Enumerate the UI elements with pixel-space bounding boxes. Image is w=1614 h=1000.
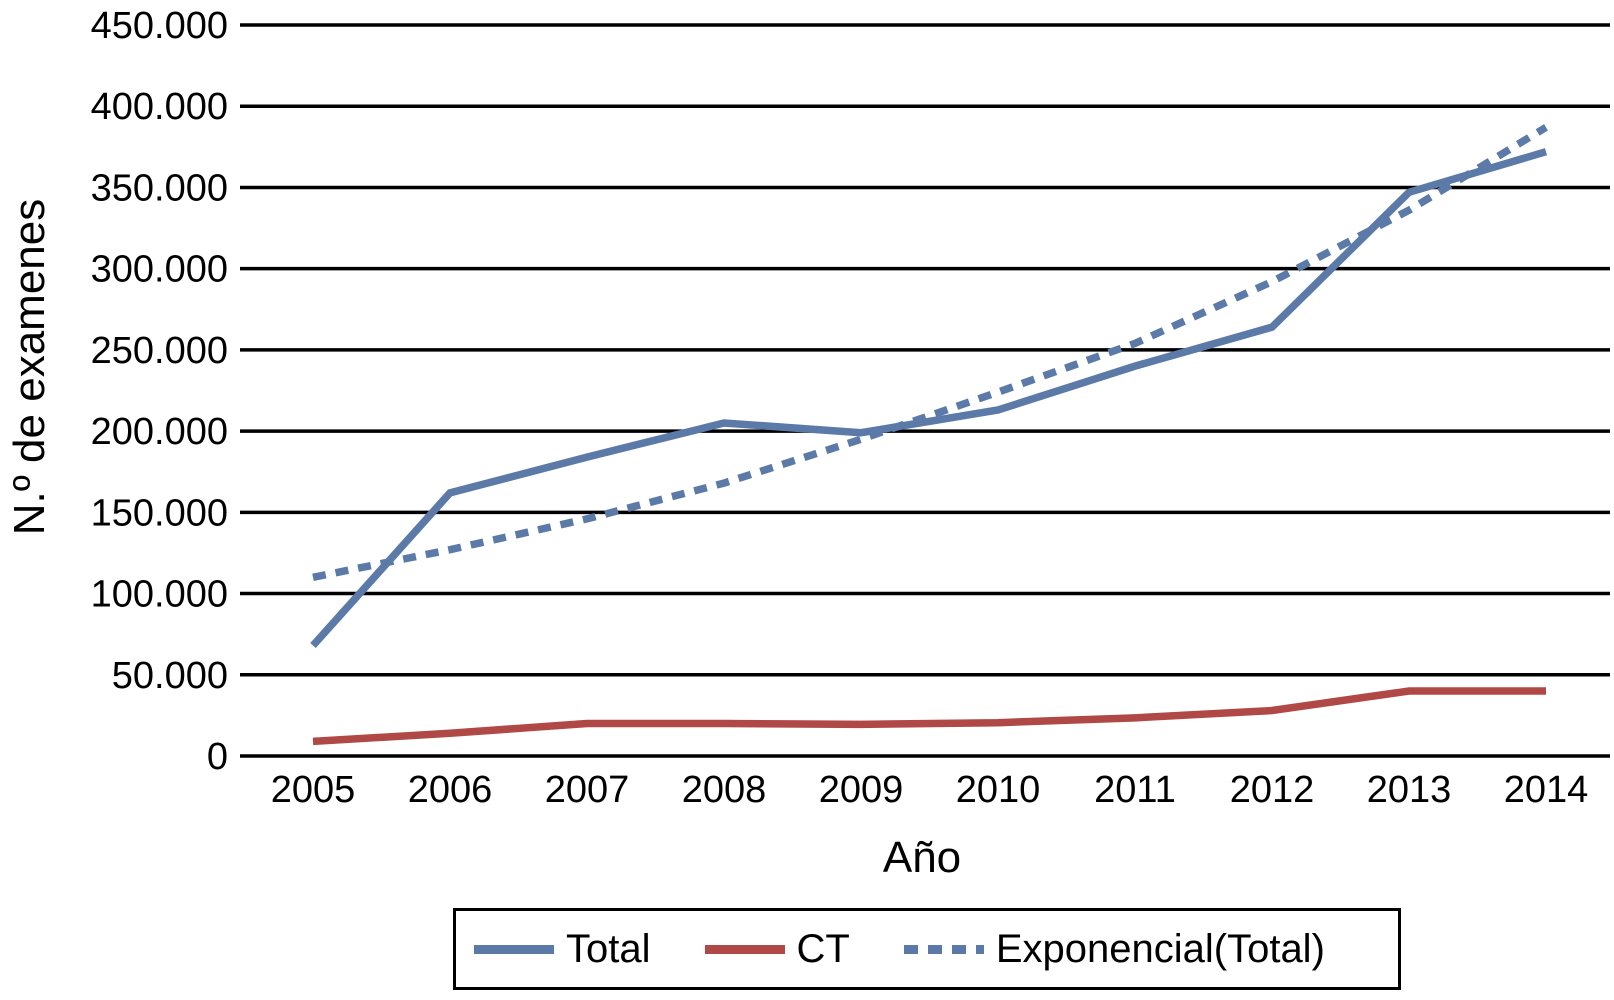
x-tick-label: 2013 bbox=[1367, 769, 1452, 811]
y-tick-label: 350.000 bbox=[91, 167, 228, 209]
total-line-icon bbox=[474, 944, 554, 954]
x-axis-tick-labels: 2005 2006 2007 2008 2009 2010 2011 2012 2013 2014 bbox=[271, 769, 1589, 811]
gridlines bbox=[240, 23, 1610, 758]
series-lines bbox=[310, 124, 1548, 746]
legend-item-ct: CT bbox=[704, 927, 850, 971]
y-tick-label: 250.000 bbox=[91, 330, 228, 372]
x-tick-label: 2006 bbox=[408, 769, 493, 811]
y-axis-title: N.º de examenes bbox=[5, 199, 54, 535]
legend-label-ct: CT bbox=[796, 927, 850, 971]
x-tick-label: 2010 bbox=[956, 769, 1041, 811]
y-tick-label: 100.000 bbox=[91, 574, 228, 616]
y-tick-label: 50.000 bbox=[112, 655, 228, 697]
legend-label-exponencial: Exponencial(Total) bbox=[995, 927, 1325, 971]
exponencial-dashed-line-icon bbox=[903, 944, 984, 954]
legend-label-total: Total bbox=[566, 927, 651, 971]
ct-line bbox=[312, 687, 1546, 746]
x-tick-label: 2008 bbox=[682, 769, 767, 811]
y-tick-label: 300.000 bbox=[91, 249, 228, 291]
ct-line-icon bbox=[704, 944, 785, 954]
x-tick-label: 2005 bbox=[271, 769, 356, 811]
y-axis-tick-labels: 0 50.000 100.000 150.000 200.000 250.000 300.0… bbox=[91, 5, 228, 778]
exponencial-total-line bbox=[312, 124, 1548, 581]
legend-item-exponencial: Exponencial(Total) bbox=[903, 927, 1325, 971]
y-tick-label: 450.000 bbox=[91, 5, 228, 47]
x-tick-label: 2011 bbox=[1094, 769, 1176, 811]
total-line bbox=[310, 148, 1548, 649]
y-tick-label: 400.000 bbox=[91, 86, 228, 128]
x-axis-title: Año bbox=[883, 833, 961, 882]
y-tick-label: 0 bbox=[207, 736, 228, 778]
y-tick-label: 150.000 bbox=[91, 492, 228, 534]
x-tick-label: 2009 bbox=[819, 769, 904, 811]
legend: Total CT Exponencial(Total) bbox=[453, 908, 1401, 990]
x-tick-label: 2014 bbox=[1504, 769, 1589, 811]
x-tick-label: 2007 bbox=[545, 769, 630, 811]
y-tick-label: 200.000 bbox=[91, 411, 228, 453]
x-tick-label: 2012 bbox=[1230, 769, 1315, 811]
legend-item-total: Total bbox=[474, 929, 651, 969]
